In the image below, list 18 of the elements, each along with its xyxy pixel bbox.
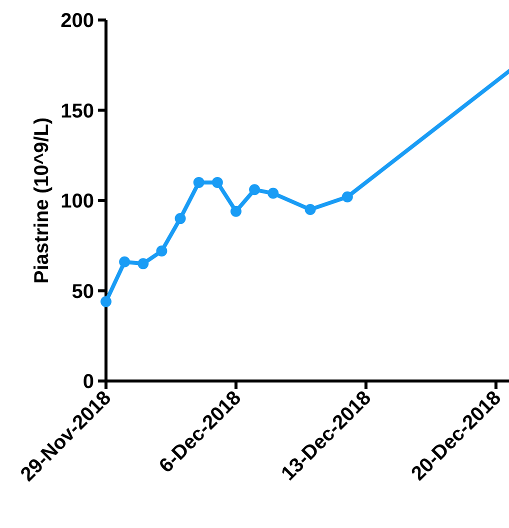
point	[268, 188, 279, 199]
y-axis-title: Piastrine (10^9/L)	[31, 117, 53, 284]
point	[156, 246, 168, 257]
point	[174, 213, 186, 224]
point	[138, 258, 149, 270]
point	[249, 184, 260, 196]
point	[119, 256, 130, 268]
point	[212, 176, 223, 188]
y-tick-label: 150	[60, 100, 94, 122]
y-tick-label: 200	[60, 10, 94, 32]
point	[304, 204, 316, 216]
y-tick-label: 0	[82, 371, 94, 393]
point	[342, 191, 353, 202]
point	[100, 296, 112, 308]
point	[193, 176, 204, 188]
y-tick-label: 100	[60, 190, 94, 212]
y-tick-label: 50	[72, 280, 94, 303]
point	[230, 206, 242, 217]
